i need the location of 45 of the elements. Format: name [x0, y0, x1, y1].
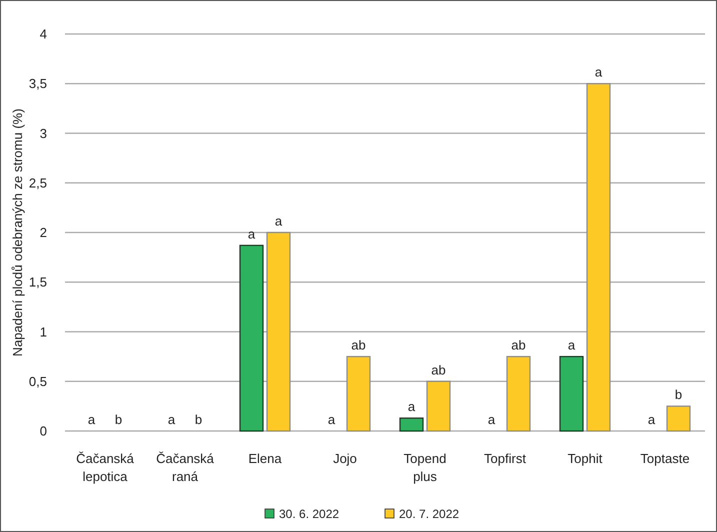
bar	[666, 406, 691, 432]
x-tick-label: Toptaste	[640, 451, 690, 466]
x-tick-label: Elena	[248, 451, 282, 466]
bar	[266, 232, 291, 432]
legend-label: 20. 7. 2022	[399, 507, 460, 522]
annotation: a	[488, 412, 496, 427]
y-tick-label: 0,5	[28, 374, 47, 389]
y-tick-label: 0	[40, 424, 47, 439]
annotation: a	[88, 412, 96, 427]
bar	[346, 356, 371, 432]
bar	[506, 356, 531, 432]
annotation: b	[114, 412, 122, 427]
annotation: a	[328, 412, 336, 427]
x-tick-label: Topend plus	[404, 451, 446, 484]
x-tick-label: Topfirst	[484, 451, 526, 466]
y-tick-label: 2	[40, 225, 47, 240]
data-label: a	[568, 338, 576, 353]
data-label: b	[674, 387, 682, 402]
y-tick-label: 3,5	[28, 76, 47, 92]
data-label: ab	[511, 338, 526, 353]
annotation: b	[194, 412, 202, 427]
legend-label: 30. 6. 2022	[279, 507, 340, 522]
x-tick-label: Čačanská raná	[156, 451, 215, 484]
y-tick-label: 1,5	[28, 274, 47, 290]
x-tick-label: Tophit	[568, 451, 603, 466]
annotation: a	[168, 412, 176, 427]
x-tick-label: Čačanská lepotica	[76, 451, 135, 484]
data-label: a	[274, 214, 283, 228]
annotation: a	[648, 412, 656, 427]
y-tick-label: 1	[40, 324, 47, 340]
y-tick-label: 3	[40, 126, 47, 141]
bar	[239, 244, 264, 432]
data-label: ab	[351, 338, 366, 353]
y-tick-label: 2,5	[28, 175, 47, 190]
bar	[559, 356, 584, 432]
data-label: ab	[431, 362, 446, 378]
bar	[426, 380, 451, 432]
y-tick-label: 4	[40, 26, 47, 42]
bar	[399, 418, 424, 432]
bar	[586, 83, 611, 432]
y-axis-title: Napadení plodů odebraných ze stromu (%)	[10, 108, 25, 356]
x-tick-label: Jojo	[333, 451, 357, 466]
data-label: a	[248, 226, 256, 242]
data-label: a	[408, 399, 416, 414]
data-label: a	[594, 64, 603, 80]
